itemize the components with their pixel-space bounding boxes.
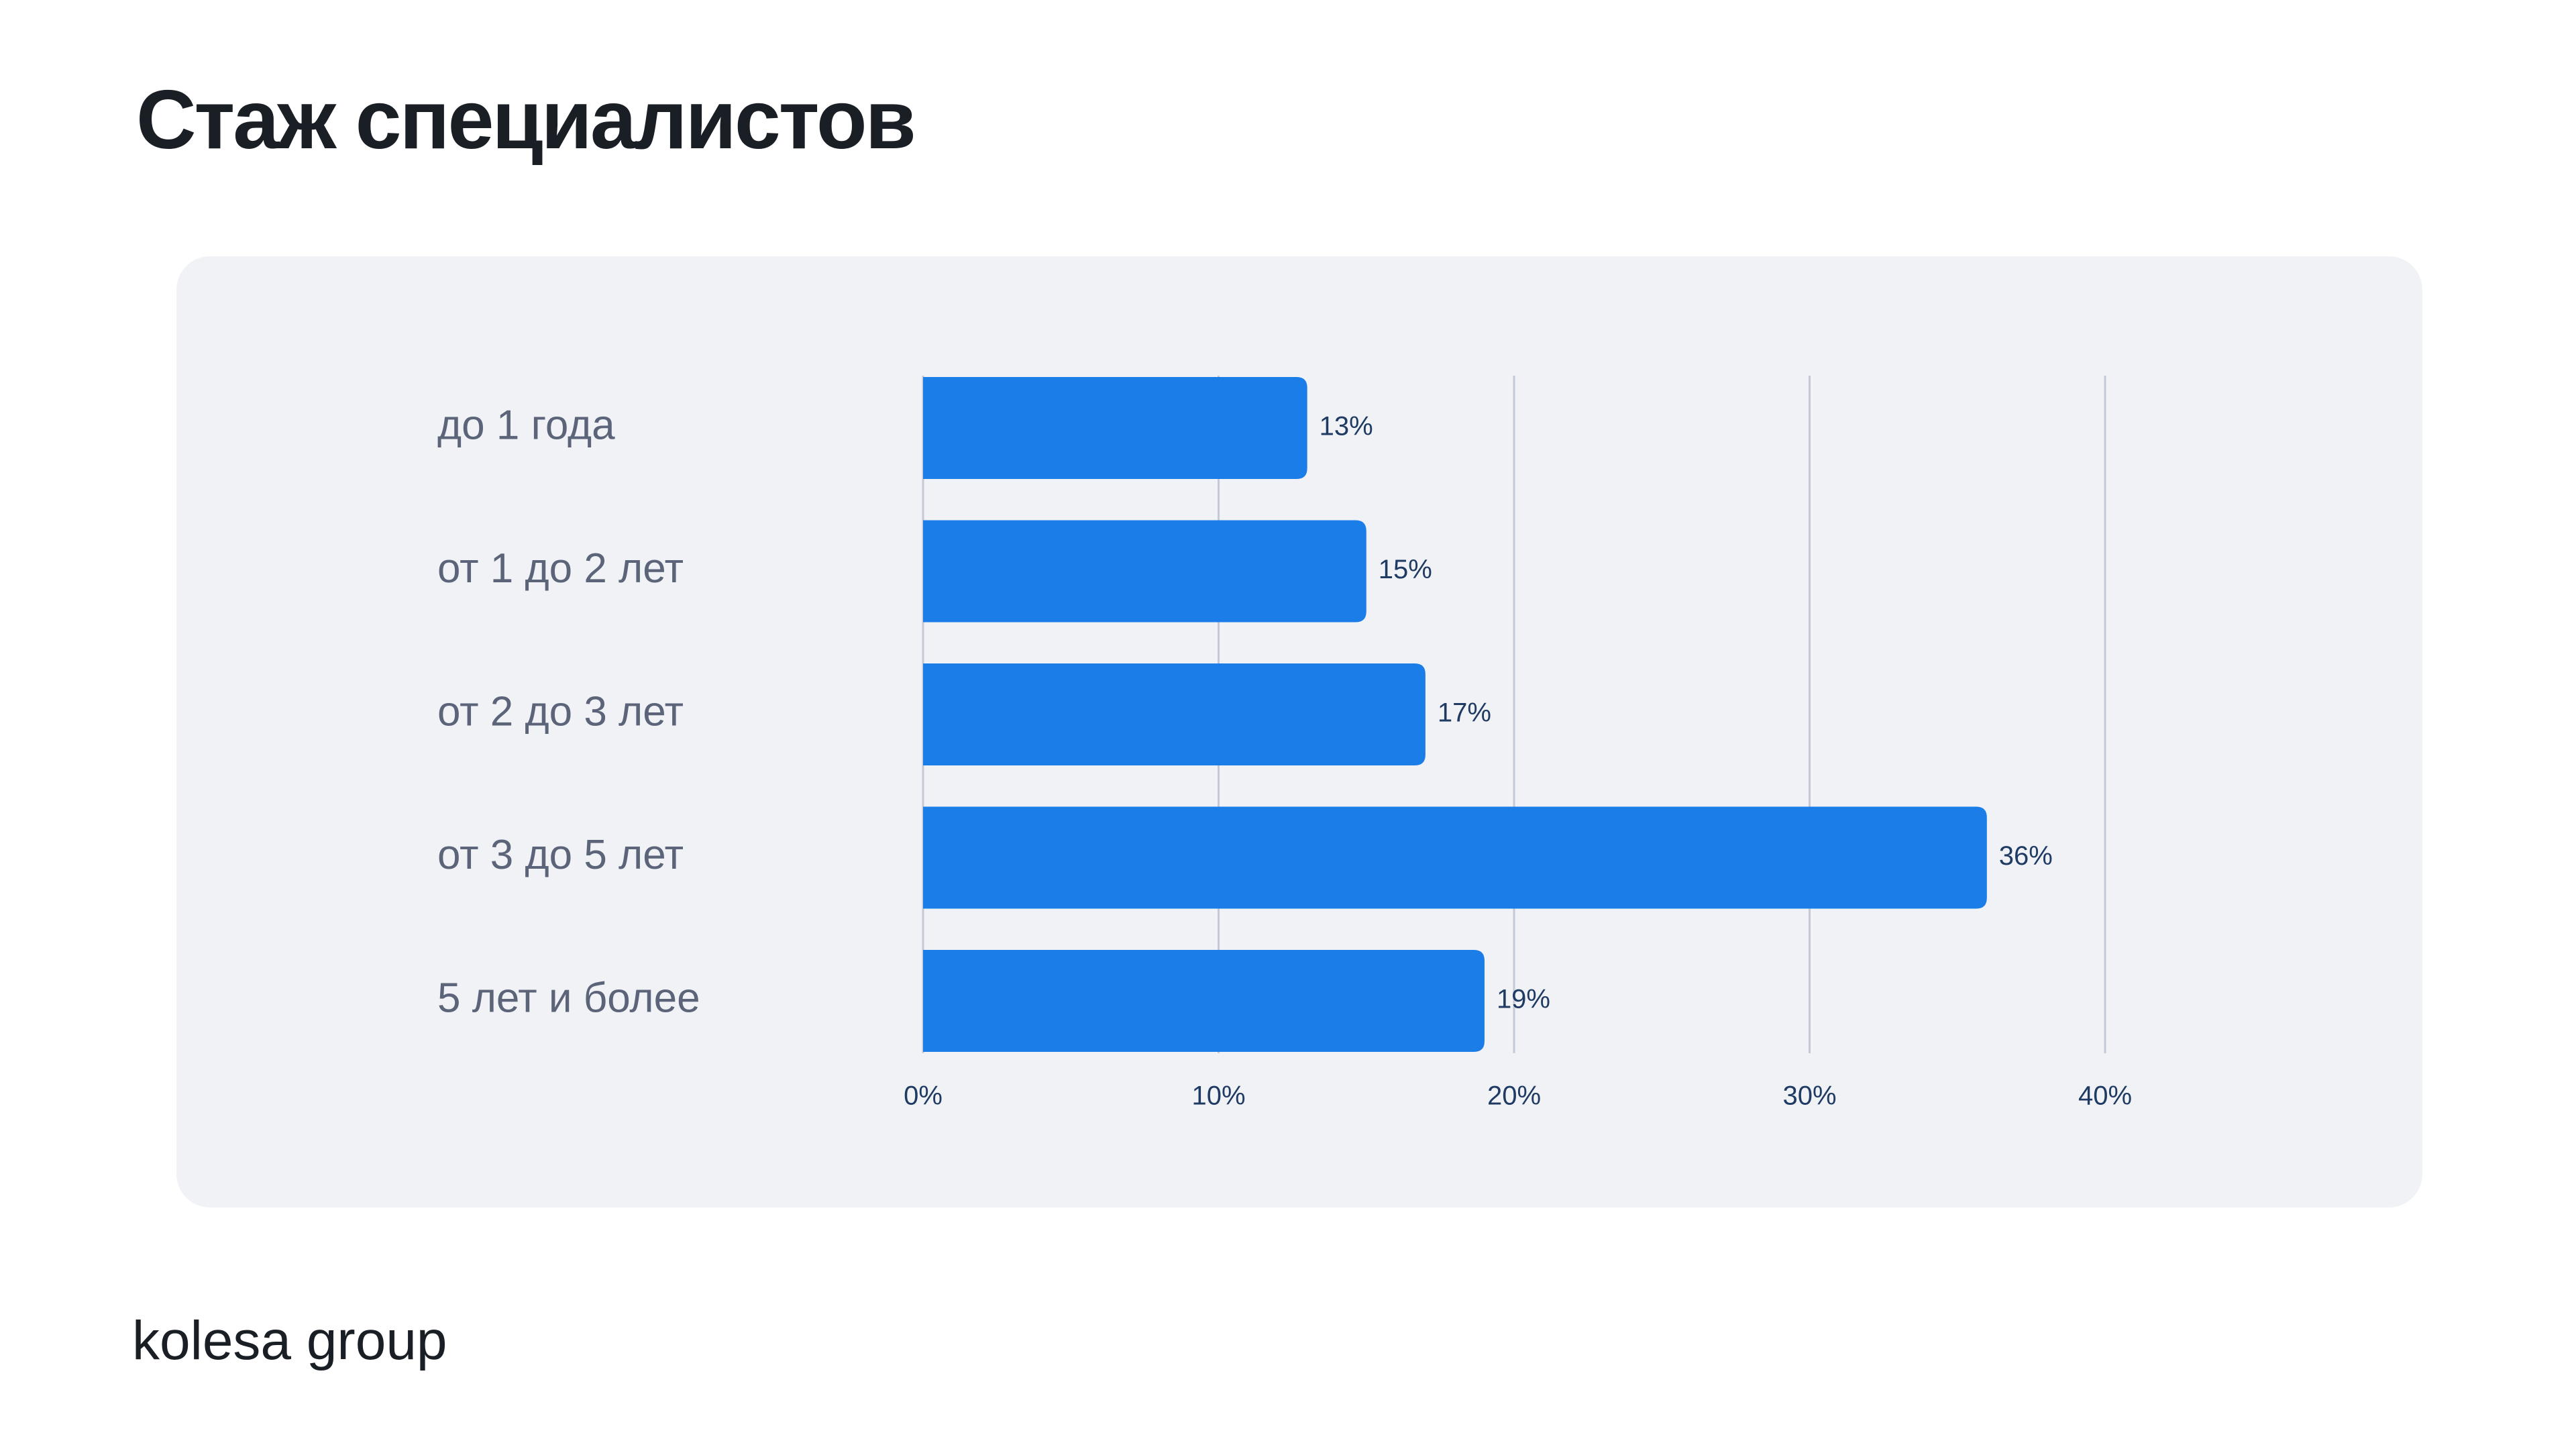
x-tick-label: 30%: [1782, 1081, 1836, 1111]
bar: [923, 377, 1307, 479]
brand-logo: kolesa group: [132, 1310, 447, 1371]
category-label: от 2 до 3 лет: [437, 688, 684, 735]
value-label: 15%: [1379, 555, 1432, 584]
value-label: 13%: [1320, 412, 1373, 441]
bar: [923, 950, 1485, 1052]
value-label: 19%: [1497, 985, 1550, 1014]
bar: [923, 806, 1987, 909]
x-tick-label: 10%: [1191, 1081, 1245, 1111]
labels: 0% 10% 20% 30% 40% до 1 года 13% от 1 до 2 лет 1…: [437, 402, 2132, 1110]
value-label: 36%: [1999, 841, 2053, 871]
category-label: от 1 до 2 лет: [437, 545, 684, 592]
x-tick-label: 0%: [904, 1081, 943, 1111]
bars: [923, 377, 1987, 1052]
category-label: 5 лет и более: [437, 975, 700, 1021]
page-title: Стаж специалистов: [136, 74, 916, 166]
value-label: 17%: [1438, 698, 1491, 728]
bar: [923, 663, 1426, 765]
category-label: от 3 до 5 лет: [437, 832, 684, 878]
x-tick-label: 20%: [1487, 1081, 1541, 1111]
bar: [923, 520, 1366, 623]
category-label: до 1 года: [437, 402, 615, 448]
x-tick-label: 40%: [2078, 1081, 2132, 1111]
